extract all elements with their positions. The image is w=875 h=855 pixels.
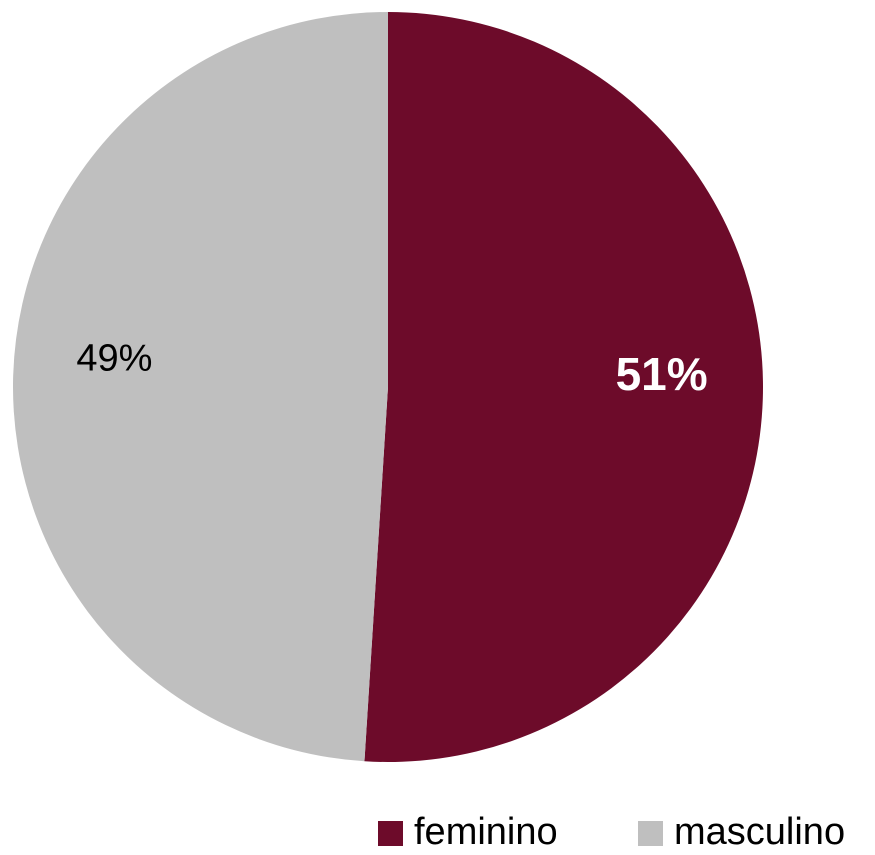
legend-swatch xyxy=(638,821,663,846)
pie-slice xyxy=(13,12,388,762)
legend-swatch xyxy=(378,821,403,846)
data-label: 49% xyxy=(76,337,152,379)
pie-slice xyxy=(364,12,764,763)
data-label: 51% xyxy=(616,348,708,400)
legend-label: masculino xyxy=(674,811,845,853)
legend-label: feminino xyxy=(414,811,558,853)
